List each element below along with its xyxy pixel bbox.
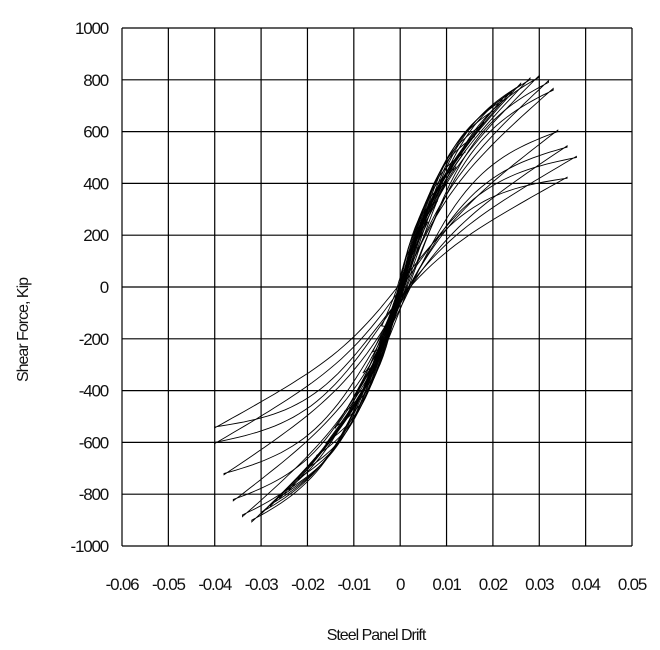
hysteresis-curves: [214, 74, 577, 523]
y-tick-label: -200: [79, 330, 109, 349]
y-tick-label: 600: [83, 123, 109, 142]
y-tick-label: 800: [83, 71, 109, 90]
y-tick-label: 200: [83, 226, 109, 245]
x-tick-label: -0.01: [337, 575, 370, 594]
hysteresis-loop: [214, 155, 577, 445]
x-tick-label: 0.03: [525, 575, 554, 594]
y-tick-label: 0: [100, 278, 109, 297]
x-tick-label: -0.04: [198, 575, 231, 594]
hysteresis-loop: [223, 145, 568, 476]
hysteresis-loop: [214, 176, 568, 429]
y-tick-label: 400: [83, 174, 109, 193]
x-tick-label: -0.02: [291, 575, 324, 594]
x-tick-label: 0.01: [432, 575, 461, 594]
x-tick-label: -0.05: [152, 575, 185, 594]
y-tick-label: -400: [79, 382, 109, 401]
x-tick-label: 0.05: [618, 575, 647, 594]
x-tick-label: 0: [396, 575, 405, 594]
y-axis-label: Shear Force, Kip: [15, 277, 32, 382]
x-tick-label: -0.03: [245, 575, 278, 594]
y-tick-labels: 1000 800 600 400 200 0 -200 -400 -600 -800 -1000: [71, 19, 110, 556]
x-tick-labels: -0.06 -0.05 -0.04 -0.03 -0.02 -0.01 0 0.01 0.02 0…: [106, 575, 648, 594]
grid-lines: [121, 27, 633, 547]
x-axis-label: Steel Panel Drift: [327, 627, 427, 644]
hysteresis-loop: [251, 79, 549, 523]
hysteresis-loop: [232, 129, 559, 502]
x-tick-label: 0.04: [571, 575, 600, 594]
x-tick-label: -0.06: [106, 575, 139, 594]
y-tick-label: -600: [79, 433, 109, 452]
y-tick-label: -800: [79, 485, 109, 504]
y-tick-label: -1000: [71, 537, 109, 556]
y-tick-label: 1000: [75, 19, 109, 38]
x-tick-label: 0.02: [479, 575, 508, 594]
